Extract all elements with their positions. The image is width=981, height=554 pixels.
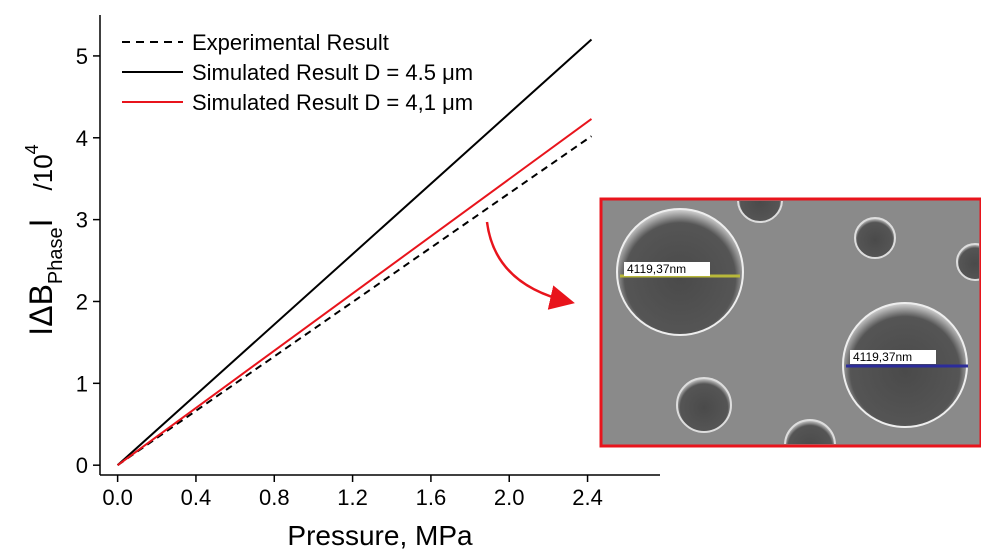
series-line <box>117 135 593 466</box>
y-tick-label: 1 <box>76 371 88 396</box>
y-tick-label: 0 <box>76 453 88 478</box>
y-label-part: I <box>23 218 59 227</box>
y-tick-label: 2 <box>76 289 88 314</box>
x-tick-label: 1.6 <box>416 485 447 510</box>
inset-label: 4119,37nm <box>853 350 912 364</box>
x-tick-label: 1.2 <box>337 485 368 510</box>
y-tick-label: 5 <box>76 44 88 69</box>
arrow <box>485 221 575 310</box>
x-tick-label: 2.0 <box>494 485 525 510</box>
x-axis-label: Pressure, MPa <box>287 520 473 551</box>
x-tick-label: 0.8 <box>259 485 290 510</box>
y-axis-label: IΔBPhaseI/104 <box>22 144 67 335</box>
y-label-part: 4 <box>22 144 42 154</box>
y-label-part: /10 <box>28 154 58 190</box>
x-tick-label: 0.4 <box>181 485 212 510</box>
y-label-part: Phase <box>45 227 67 284</box>
y-tick-label: 4 <box>76 126 88 151</box>
inset-label: 4119,37nm <box>627 262 686 276</box>
y-tick-label: 3 <box>76 208 88 233</box>
legend-label: Simulated Result D = 4.5 μm <box>192 60 473 85</box>
inset-image: 4119,37nm 4119,37nm <box>599 197 981 448</box>
y-label-part: IΔB <box>23 284 59 336</box>
legend-label: Simulated Result D = 4,1 μm <box>192 90 473 115</box>
legend-label: Experimental Result <box>192 30 389 55</box>
series-line <box>117 118 593 466</box>
x-tick-label: 0.0 <box>102 485 133 510</box>
x-tick-label: 2.4 <box>572 485 603 510</box>
series-line <box>116 38 593 466</box>
